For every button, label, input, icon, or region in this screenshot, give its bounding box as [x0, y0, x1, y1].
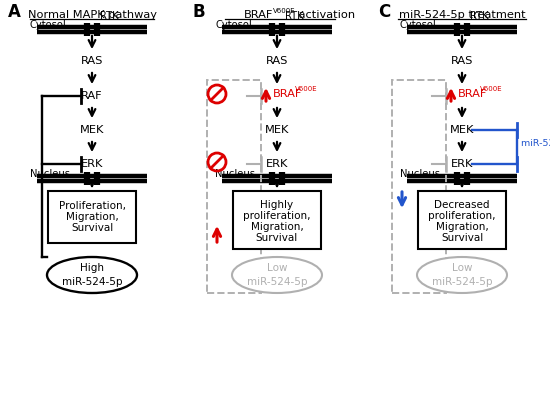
Text: MEK: MEK [265, 125, 289, 135]
Text: miR-524-5p mimic: miR-524-5p mimic [521, 138, 550, 147]
Text: B: B [193, 3, 206, 21]
Text: proliferation,: proliferation, [243, 211, 311, 221]
Text: Low: Low [452, 263, 472, 273]
Text: Cytosol: Cytosol [400, 20, 437, 30]
Text: Nucleus: Nucleus [215, 169, 255, 179]
Text: Low: Low [267, 263, 287, 273]
Text: miR-524-5p: miR-524-5p [247, 277, 307, 287]
Bar [48, 191, 136, 243]
Text: RTK: RTK [285, 11, 304, 21]
Text: RAS: RAS [81, 56, 103, 66]
Text: RAF: RAF [81, 91, 103, 101]
Text: activation: activation [295, 10, 355, 20]
Text: RAS: RAS [451, 56, 473, 66]
Text: proliferation,: proliferation, [428, 211, 496, 221]
Ellipse shape [47, 257, 137, 293]
Text: miR-524-5p: miR-524-5p [432, 277, 492, 287]
Text: V600E: V600E [273, 8, 296, 14]
Text: miR-524-5p: miR-524-5p [62, 277, 122, 287]
Text: ERK: ERK [451, 159, 473, 169]
Text: Cytosol: Cytosol [215, 20, 252, 30]
Text: Migration,: Migration, [436, 222, 488, 232]
Text: ERK: ERK [81, 159, 103, 169]
Text: A: A [8, 3, 21, 21]
Text: Nucleus: Nucleus [400, 169, 440, 179]
Ellipse shape [232, 257, 322, 293]
Text: Cytosol: Cytosol [30, 20, 67, 30]
Text: BRAF: BRAF [244, 10, 273, 20]
Text: Survival: Survival [441, 233, 483, 243]
Text: Nucleus: Nucleus [30, 169, 70, 179]
Ellipse shape [417, 257, 507, 293]
Text: Highly: Highly [261, 200, 294, 210]
Text: MEK: MEK [450, 125, 474, 135]
Text: RAS: RAS [266, 56, 288, 66]
Text: BRAF: BRAF [458, 89, 487, 99]
Text: Survival: Survival [71, 223, 113, 233]
Bar [207, 80, 261, 293]
Text: RTK: RTK [470, 11, 488, 21]
Text: BRAF: BRAF [273, 89, 303, 99]
Text: V600E: V600E [295, 86, 318, 92]
Text: V600E: V600E [480, 86, 503, 92]
Text: Survival: Survival [256, 233, 298, 243]
Text: ERK: ERK [266, 159, 288, 169]
Text: C: C [378, 3, 390, 21]
Text: MEK: MEK [80, 125, 104, 135]
Text: Migration,: Migration, [251, 222, 304, 232]
Text: Proliferation,: Proliferation, [58, 201, 125, 211]
Text: Normal MAPK pathway: Normal MAPK pathway [28, 10, 157, 20]
Text: Migration,: Migration, [65, 212, 118, 222]
Text: High: High [80, 263, 104, 273]
Bar [418, 191, 506, 249]
Text: miR-524-5p treatment: miR-524-5p treatment [399, 10, 525, 20]
Bar [392, 80, 446, 293]
Text: Decreased: Decreased [434, 200, 490, 210]
Text: RTK: RTK [100, 11, 119, 21]
Bar [233, 191, 321, 249]
